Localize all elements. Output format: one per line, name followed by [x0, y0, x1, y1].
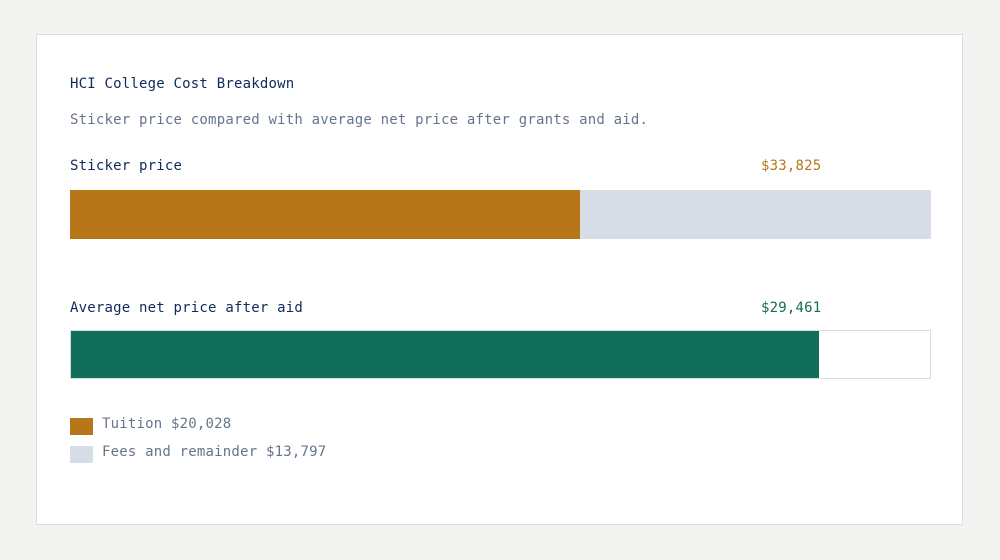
tuition-segment	[70, 190, 580, 239]
chart-subtitle: Sticker price compared with average net …	[70, 112, 649, 128]
sticker-price-value: $33,825	[761, 158, 822, 174]
legend-swatch-tuition	[70, 417, 93, 435]
legend-label-fees: Fees and remainder $13,797	[102, 444, 327, 460]
legend-item-tuition: Tuition $20,028	[70, 414, 232, 435]
legend-swatch-fees	[70, 445, 93, 463]
net-price-bar	[70, 330, 931, 379]
legend-label-tuition: Tuition $20,028	[102, 416, 232, 432]
net-price-value: $29,461	[761, 300, 822, 316]
sticker-price-bar	[70, 190, 931, 239]
legend-item-fees: Fees and remainder $13,797	[70, 442, 327, 463]
sticker-price-label: Sticker price	[70, 158, 183, 174]
net-price-segment	[71, 331, 819, 378]
chart-title: HCI College Cost Breakdown	[70, 76, 295, 92]
fees-segment	[580, 190, 931, 239]
cost-breakdown-card: HCI College Cost Breakdown Sticker price…	[36, 34, 963, 525]
net-price-label: Average net price after aid	[70, 300, 303, 316]
